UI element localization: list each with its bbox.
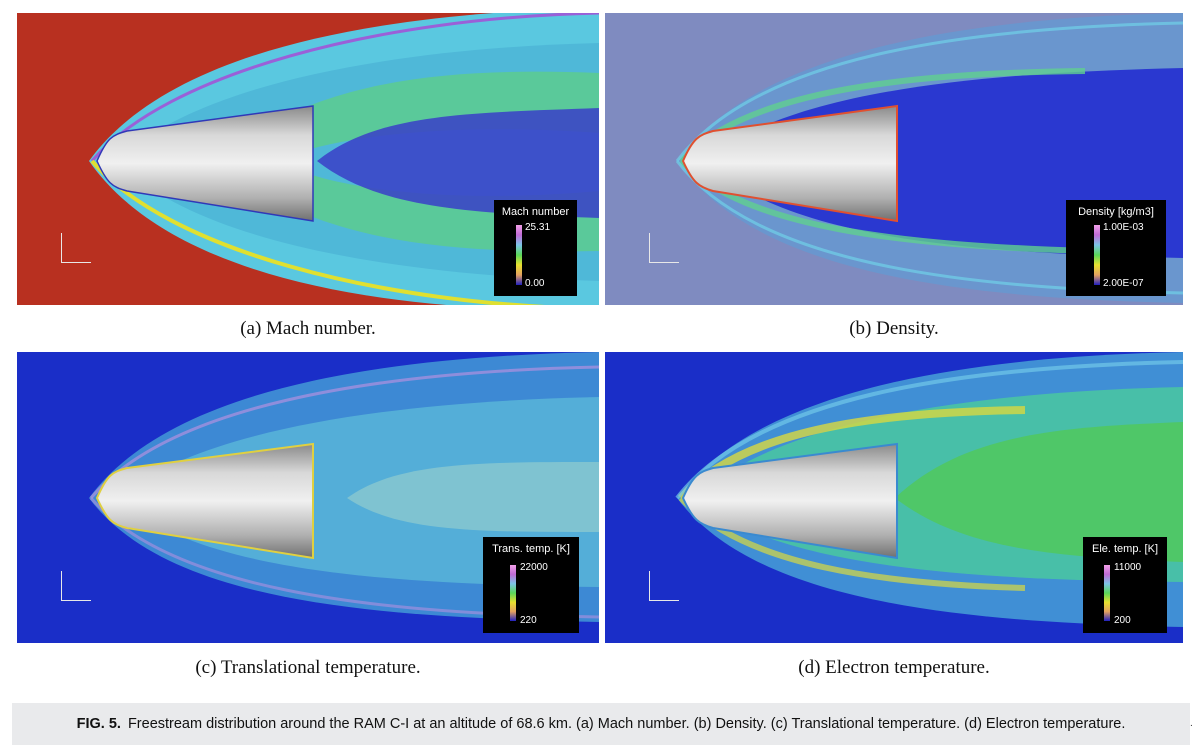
- color-bar: [1104, 565, 1110, 621]
- color-bar: [1094, 225, 1100, 285]
- figure-label: FIG. 5.: [76, 716, 121, 732]
- electron-temperature-legend: Ele. temp. [K] 11000 200: [1083, 537, 1167, 633]
- mach-number-panel: Mach number 25.31 0.00: [17, 13, 599, 305]
- legend-max: 22000: [520, 562, 548, 573]
- legend-min: 0.00: [525, 278, 545, 289]
- subfigure-caption-d: (d) Electron temperature.: [798, 657, 990, 678]
- density-panel: Density [kg/m3] 1.00E-03 2.00E-07: [605, 13, 1183, 305]
- translational-temperature-field: [17, 352, 599, 643]
- density-legend: Density [kg/m3] 1.00E-03 2.00E-07: [1066, 200, 1166, 296]
- subfigure-caption-b: (b) Density.: [849, 318, 939, 339]
- subfigure-caption-a: (a) Mach number.: [240, 318, 376, 339]
- axis-triad-icon: [61, 233, 91, 263]
- translational-temperature-panel: Trans. temp. [K] 22000 220: [17, 352, 599, 643]
- mach-number-field: [17, 13, 599, 305]
- color-bar: [510, 565, 516, 621]
- density-field: [605, 13, 1183, 305]
- figure-caption: FIG. 5. Freestream distribution around t…: [12, 703, 1190, 745]
- axis-triad-icon: [649, 233, 679, 263]
- figure-caption-text: Freestream distribution around the RAM C…: [127, 716, 1126, 732]
- translational-temperature-legend: Trans. temp. [K] 22000 220: [483, 537, 579, 633]
- margin-mark: .: [1190, 718, 1193, 729]
- electron-temperature-field: [605, 352, 1183, 643]
- axis-triad-icon: [61, 571, 91, 601]
- color-bar: [516, 225, 522, 285]
- legend-max: 25.31: [525, 222, 551, 233]
- legend-title: Density [kg/m3]: [1078, 206, 1154, 218]
- legend-min: 200: [1114, 615, 1131, 626]
- legend-title: Mach number: [501, 206, 570, 218]
- legend-max: 11000: [1114, 562, 1142, 573]
- legend-min: 220: [520, 615, 537, 626]
- subfigure-caption-c: (c) Translational temperature.: [195, 657, 421, 678]
- electron-temperature-panel: Ele. temp. [K] 11000 200: [605, 352, 1183, 643]
- mach-number-legend: Mach number 25.31 0.00: [494, 200, 577, 296]
- legend-max: 1.00E-03: [1103, 222, 1144, 233]
- legend-min: 2.00E-07: [1103, 278, 1144, 289]
- axis-triad-icon: [649, 571, 679, 601]
- legend-title: Trans. temp. [K]: [492, 543, 570, 555]
- legend-title: Ele. temp. [K]: [1091, 543, 1159, 555]
